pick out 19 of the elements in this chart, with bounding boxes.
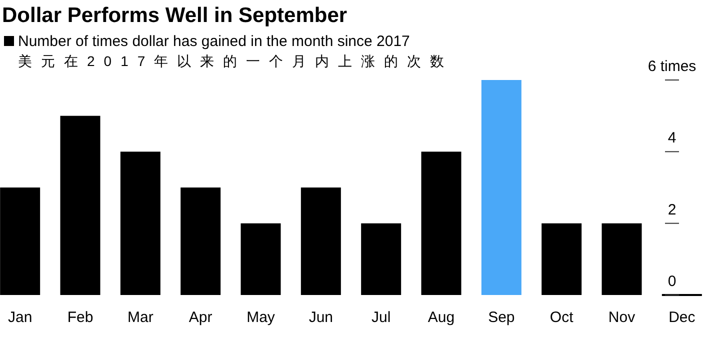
x-tick-label: Apr <box>188 309 212 326</box>
legend-label: Number of times dollar has gained in the month since 2017 <box>18 33 410 50</box>
y-tick-label: 4 <box>668 130 676 147</box>
x-tick-label: Jul <box>371 309 391 326</box>
x-tick-label: Feb <box>67 309 94 326</box>
y-tick-label: 2 <box>668 201 676 218</box>
x-tick-label: Jan <box>8 309 32 326</box>
y-tick-label: 6 times <box>648 58 696 75</box>
text: 美元在2017年以来的一个月内上涨的次数 <box>18 53 454 69</box>
x-tick-label: Dec <box>668 309 696 326</box>
x-tick-label: May <box>246 309 276 326</box>
x-tick-label: Jun <box>308 309 334 326</box>
x-tick-label: Nov <box>608 309 636 326</box>
x-tick-label: Sep <box>488 309 515 326</box>
x-tick-label: Oct <box>550 309 574 326</box>
x-tick-label: Aug <box>428 309 455 326</box>
x-tick-label: Mar <box>127 309 154 326</box>
y-tick-label: 0 <box>668 273 676 290</box>
chart-title: Dollar Performs Well in September <box>2 4 348 27</box>
